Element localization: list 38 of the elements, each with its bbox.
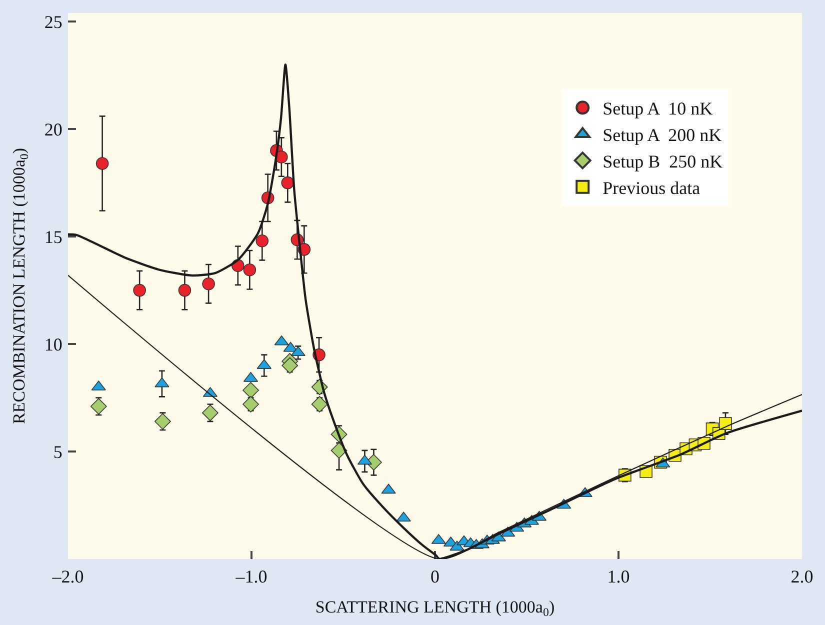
- point: [90, 398, 107, 415]
- point: [719, 417, 732, 430]
- point: [283, 342, 298, 352]
- point: [396, 512, 411, 522]
- x-tick-label: –2.0: [51, 566, 84, 587]
- point: [96, 157, 109, 170]
- x-axis-title: SCATTERING LENGTH (1000a$_{0}$): [315, 598, 555, 620]
- point: [282, 357, 298, 374]
- line-series: [68, 63, 802, 559]
- x-tick-label: –1.0: [234, 566, 268, 587]
- y-tick-label: 5: [53, 442, 62, 462]
- y-tick-label: 15: [44, 226, 62, 247]
- x-tick-label: 2.0: [790, 566, 814, 587]
- point: [281, 176, 294, 190]
- point: [311, 396, 328, 412]
- x-tick-label: 1.0: [607, 566, 630, 587]
- point: [202, 404, 218, 422]
- legend-label: Previous data: [602, 178, 700, 198]
- point: [154, 413, 171, 430]
- point: [290, 346, 306, 356]
- point: [242, 382, 259, 398]
- point: [243, 263, 256, 276]
- point: [178, 284, 192, 297]
- y-tick-label: 20: [44, 119, 62, 140]
- legend-label: Setup B 250 nK: [602, 151, 723, 172]
- point: [242, 396, 259, 412]
- y-tick-label: 10: [44, 334, 62, 354]
- point: [154, 377, 170, 388]
- point: [450, 540, 464, 551]
- x-tick-label: 0: [430, 566, 440, 587]
- point: [274, 335, 289, 346]
- legend-label: Setup A 200 nK: [602, 125, 722, 146]
- point: [133, 284, 146, 297]
- point: [381, 484, 396, 494]
- point: [202, 277, 215, 290]
- point: [256, 234, 269, 248]
- legend-label: Setup A 10 nK: [602, 98, 713, 119]
- y-tick-label: 25: [44, 12, 62, 32]
